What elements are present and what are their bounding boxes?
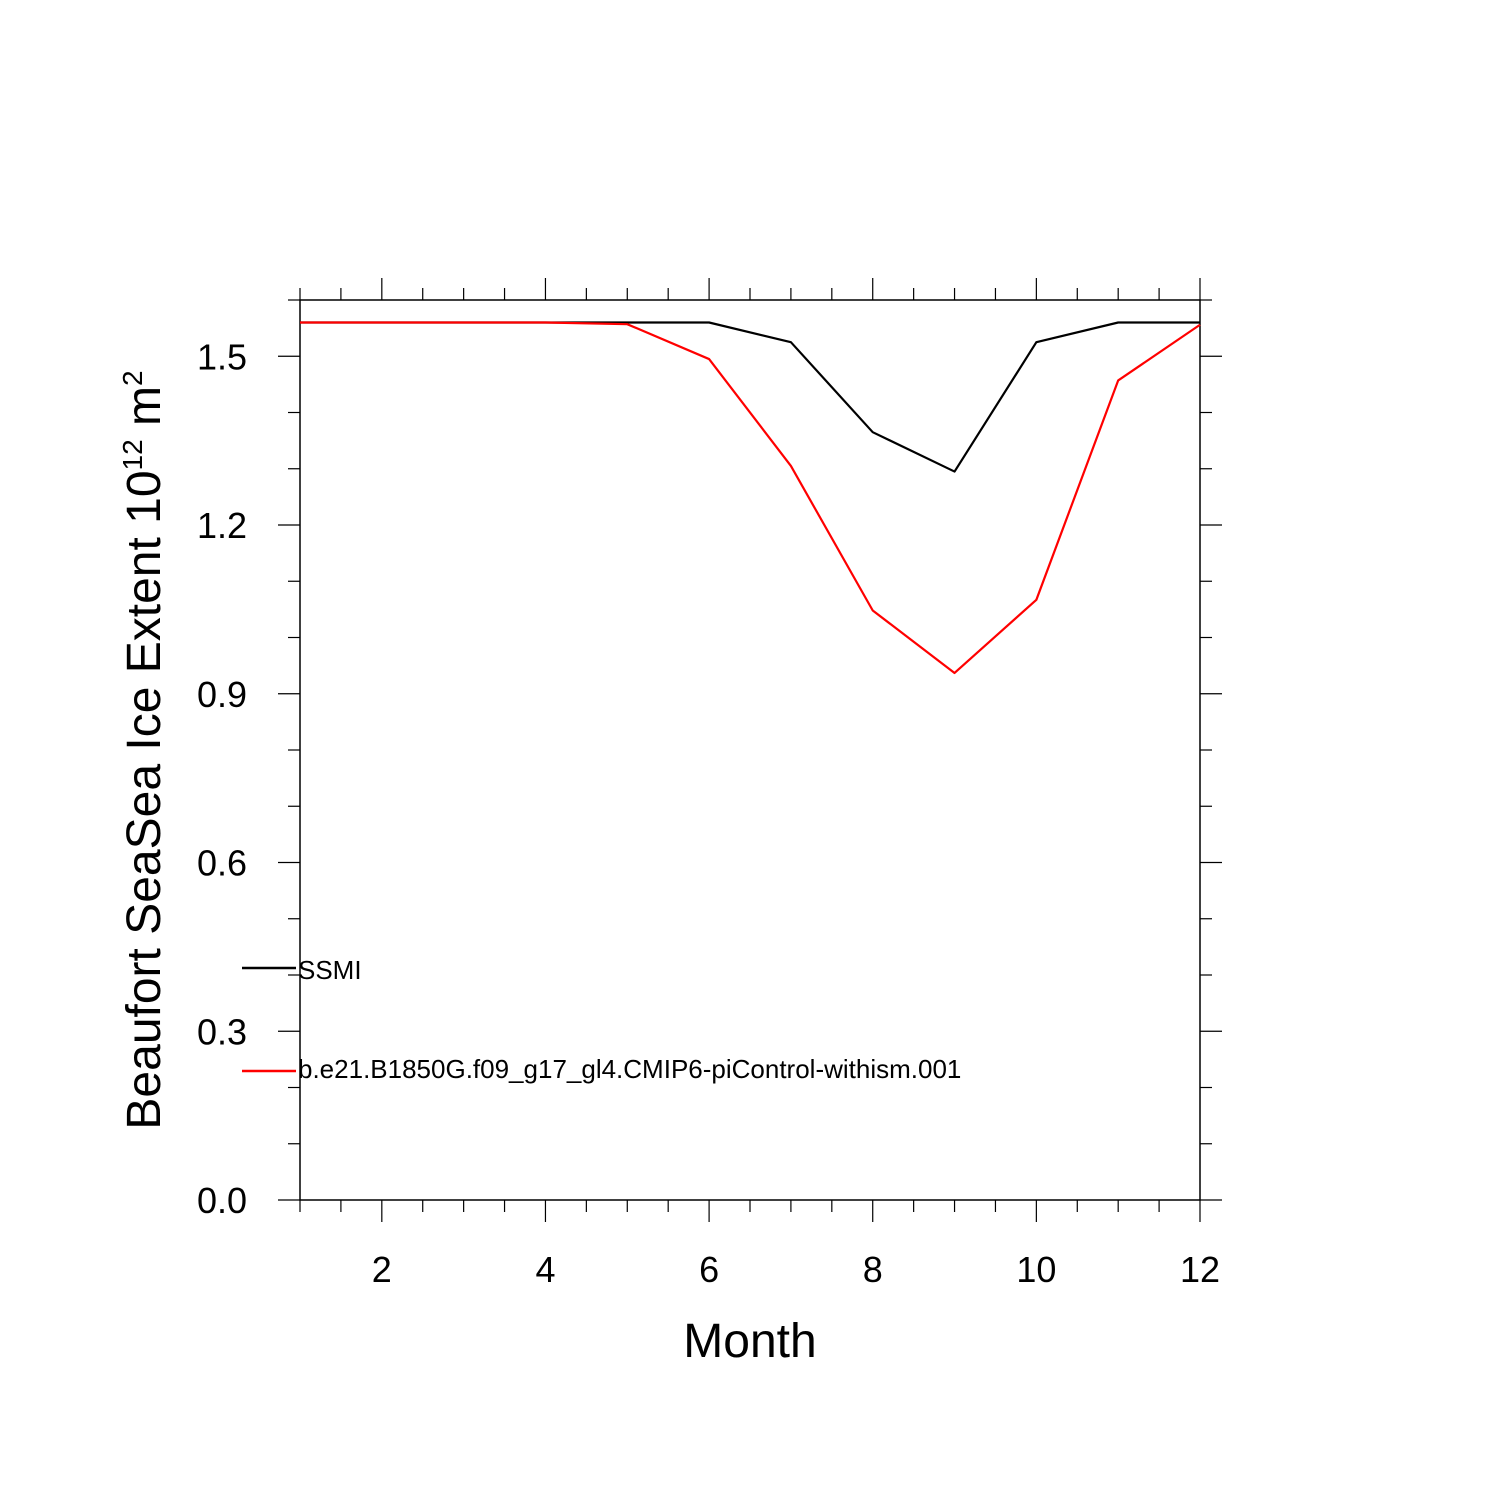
legend-label-model: b.e21.B1850G.f09_g17_gl4.CMIP6-piControl… bbox=[298, 1054, 961, 1084]
legend: SSMI b.e21.B1850G.f09_g17_gl4.CMIP6-piCo… bbox=[242, 955, 961, 1084]
y-axis-title-unit: m bbox=[118, 386, 171, 439]
y-tick-label: 1.5 bbox=[197, 336, 247, 377]
y-tick-label: 0.6 bbox=[197, 843, 247, 884]
y-tick-label: 0.9 bbox=[197, 674, 247, 715]
x-tick-label: 6 bbox=[699, 1249, 719, 1290]
x-tick-label: 4 bbox=[535, 1249, 555, 1290]
x-tick-label: 2 bbox=[372, 1249, 392, 1290]
y-axis-title-exponent: 12 bbox=[117, 439, 148, 470]
y-axis-title-main: Beaufort SeaSea Ice Extent 10 bbox=[118, 470, 171, 1129]
y-axis-title-unit-exponent: 2 bbox=[117, 370, 148, 386]
x-axis-title: Month bbox=[683, 1315, 816, 1368]
y-tick-label: 0.3 bbox=[197, 1011, 247, 1052]
series-line-ssmi bbox=[300, 321, 1200, 473]
y-tick-label: 0.0 bbox=[197, 1180, 247, 1221]
y-tick-label: 1.2 bbox=[197, 505, 247, 546]
y-axis-title: Beaufort SeaSea Ice Extent 1012 m2 bbox=[117, 370, 171, 1129]
series-lines bbox=[300, 321, 1201, 675]
x-tick-label: 12 bbox=[1180, 1249, 1220, 1290]
axis-tick-labels: 2 4 6 8 10 12 0.0 0.3 0.6 0.9 1.2 1.5 bbox=[197, 336, 1220, 1290]
x-tick-label: 10 bbox=[1016, 1249, 1056, 1290]
axis-ticks bbox=[278, 278, 1222, 1222]
legend-label-ssmi: SSMI bbox=[298, 955, 362, 985]
svg-text:Beaufort SeaSea Ice Extent 101: Beaufort SeaSea Ice Extent 1012 m2 bbox=[117, 370, 171, 1129]
x-tick-label: 8 bbox=[863, 1249, 883, 1290]
series-line-model bbox=[300, 321, 1201, 675]
